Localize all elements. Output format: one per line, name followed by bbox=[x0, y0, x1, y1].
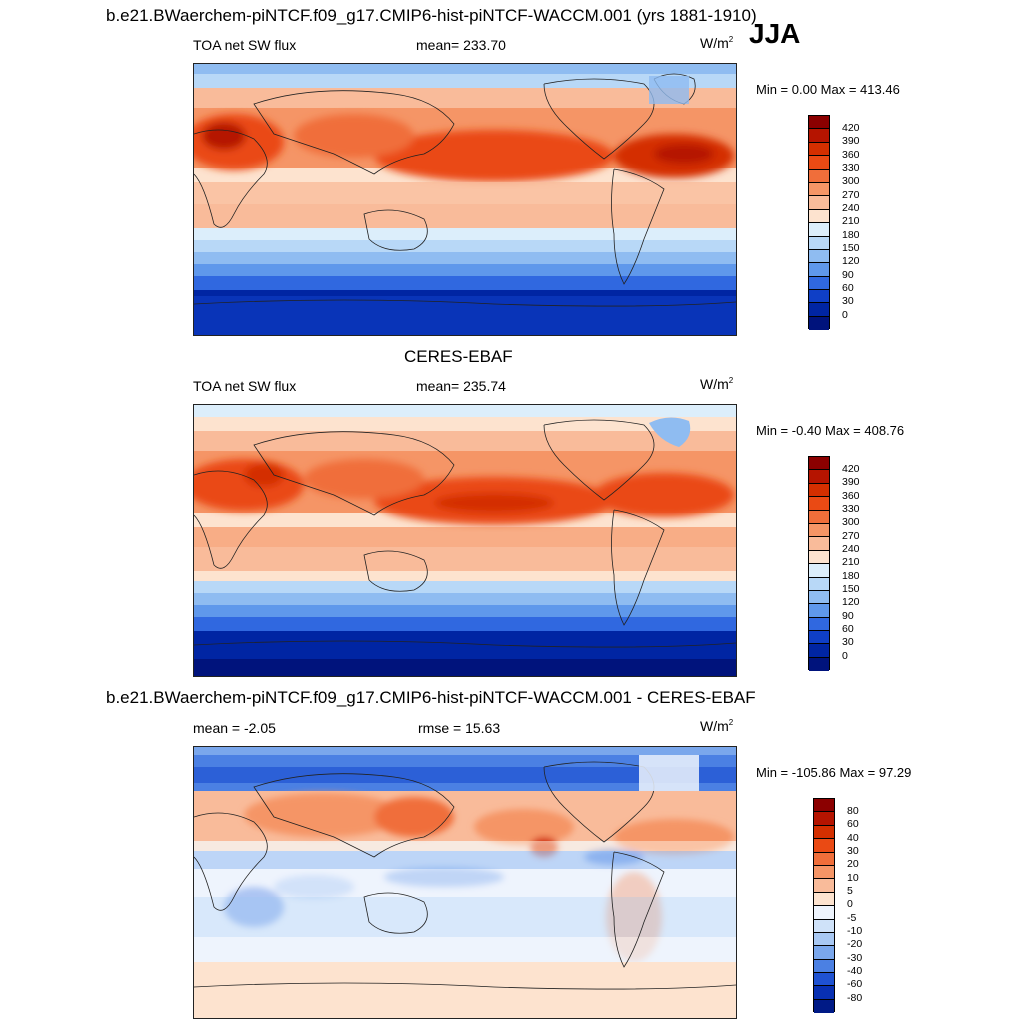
panel3-colorbar-swatch bbox=[814, 812, 834, 826]
panel2-colorbar-swatch bbox=[809, 510, 829, 524]
panel3-colorbar-swatch bbox=[814, 865, 834, 880]
panel1-colorbar-labels: 420 390 360 330 300 270 240 210 180 150 … bbox=[842, 122, 860, 321]
panel3-colorbar-swatch bbox=[814, 946, 834, 960]
panel2-colorbar-swatch bbox=[809, 457, 829, 471]
panel1-colorbar-swatch bbox=[809, 290, 829, 304]
panel2-colorbar-swatch bbox=[809, 537, 829, 551]
panel1-colorbar-swatch bbox=[809, 316, 829, 331]
panel3-mean: mean = -2.05 bbox=[193, 720, 276, 736]
panel2-colorbar-swatch bbox=[809, 564, 829, 578]
panel3-rmse: rmse = 15.63 bbox=[418, 720, 501, 736]
panel2-mean: mean= 235.74 bbox=[416, 378, 506, 394]
panel3-colorbar-swatch bbox=[814, 892, 834, 907]
panel1-colorbar-swatch bbox=[809, 156, 829, 170]
panel3-colorbar-swatch bbox=[814, 825, 834, 840]
panel1-minmax: Min = 0.00 Max = 413.46 bbox=[756, 82, 900, 97]
panel1-colorbar-swatch bbox=[809, 249, 829, 264]
panel3-map bbox=[193, 746, 737, 1019]
panel2-map bbox=[193, 404, 737, 677]
panel3-colorbar-swatch bbox=[814, 932, 834, 947]
panel1-map bbox=[193, 63, 737, 336]
panel2-colorbar bbox=[808, 456, 830, 672]
panel1-mean: mean= 233.70 bbox=[416, 37, 506, 53]
panel1-colorbar-swatch bbox=[809, 182, 829, 197]
panel1-units: W/m2 bbox=[700, 35, 734, 51]
panel2-units: W/m2 bbox=[700, 376, 734, 392]
panel2-minmax: Min = -0.40 Max = 408.76 bbox=[756, 423, 905, 438]
panel3-colorbar-swatch bbox=[814, 973, 834, 987]
panel3-colorbar-swatch bbox=[814, 852, 834, 866]
panel2-colorbar-swatch bbox=[809, 523, 829, 538]
panel1-colorbar bbox=[808, 115, 830, 331]
panel1-colorbar-swatch bbox=[809, 142, 829, 157]
panel2-colorbar-swatch bbox=[809, 590, 829, 605]
panel3-minmax: Min = -105.86 Max = 97.29 bbox=[756, 765, 912, 780]
panel3-colorbar-swatch bbox=[814, 839, 834, 853]
panel3-colorbar-labels: 80 60 40 30 20 10 5 0 -5 -10 -20 -30 -40… bbox=[847, 805, 863, 1004]
panel1-colorbar-swatch bbox=[809, 223, 829, 237]
panel2-colorbar-swatch bbox=[809, 617, 829, 632]
panel2-colorbar-swatch bbox=[809, 657, 829, 672]
panel3-colorbar-swatch bbox=[814, 986, 834, 1000]
panel3-colorbar-swatch bbox=[814, 879, 834, 893]
panel3-colorbar-swatch bbox=[814, 799, 834, 813]
panel2-colorbar-swatch bbox=[809, 577, 829, 591]
panel3-title: b.e21.BWaerchem-piNTCF.f09_g17.CMIP6-his… bbox=[106, 688, 756, 707]
panel2-colorbar-swatch bbox=[809, 631, 829, 645]
panel1-colorbar-swatch bbox=[809, 116, 829, 130]
season-label: JJA bbox=[749, 18, 801, 49]
panel1-variable: TOA net SW flux bbox=[193, 37, 297, 53]
panel1-colorbar-swatch bbox=[809, 129, 829, 143]
panel3-colorbar-swatch bbox=[814, 999, 834, 1014]
panel3-units: W/m2 bbox=[700, 718, 734, 734]
panel2-colorbar-swatch bbox=[809, 483, 829, 498]
panel3-colorbar-swatch bbox=[814, 919, 834, 933]
panel1-colorbar-swatch bbox=[809, 303, 829, 317]
main-title: b.e21.BWaerchem-piNTCF.f09_g17.CMIP6-his… bbox=[106, 6, 757, 25]
panel1-colorbar-swatch bbox=[809, 209, 829, 224]
panel3-colorbar-swatch bbox=[814, 906, 834, 920]
panel3-colorbar bbox=[813, 798, 835, 1014]
panel2-variable: TOA net SW flux bbox=[193, 378, 297, 394]
panel2-colorbar-swatch bbox=[809, 497, 829, 511]
panel1-colorbar-swatch bbox=[809, 169, 829, 183]
panel2-colorbar-swatch bbox=[809, 550, 829, 565]
panel1-colorbar-swatch bbox=[809, 276, 829, 291]
panel2-colorbar-labels: 420 390 360 330 300 270 240 210 180 150 … bbox=[842, 463, 860, 662]
panel2-colorbar-swatch bbox=[809, 470, 829, 484]
panel3-colorbar-swatch bbox=[814, 959, 834, 974]
panel2-colorbar-swatch bbox=[809, 644, 829, 658]
panel1-colorbar-swatch bbox=[809, 236, 829, 250]
panel2-title: CERES-EBAF bbox=[404, 347, 513, 366]
panel2-colorbar-swatch bbox=[809, 604, 829, 618]
panel1-colorbar-swatch bbox=[809, 196, 829, 210]
panel1-colorbar-swatch bbox=[809, 263, 829, 277]
